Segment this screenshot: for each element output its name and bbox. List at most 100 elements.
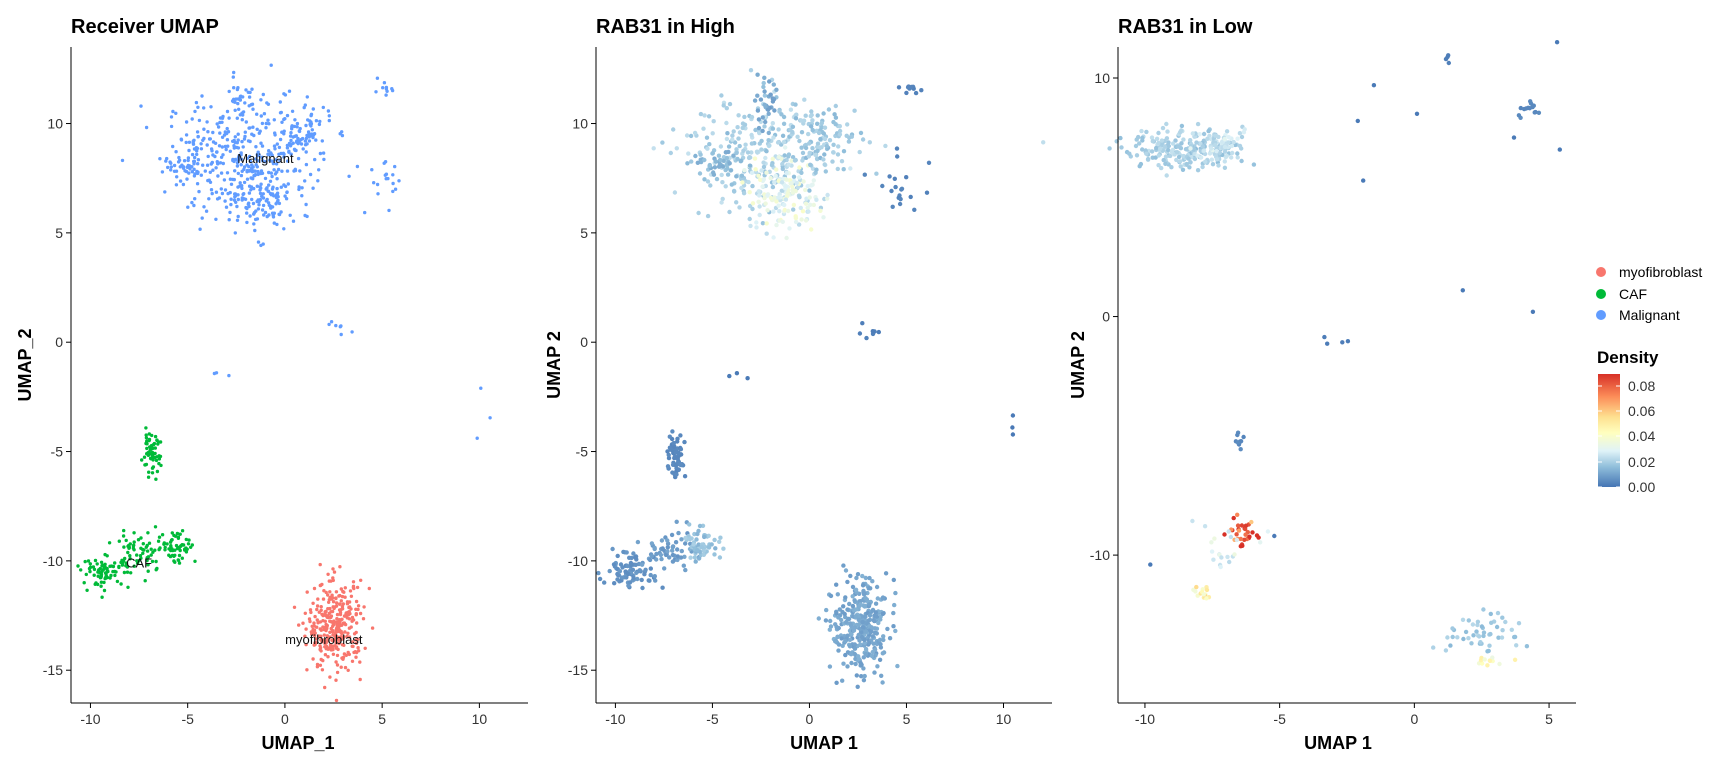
- data-point: [1496, 635, 1501, 640]
- data-point: [238, 181, 242, 185]
- data-point: [192, 159, 197, 164]
- data-point: [836, 144, 841, 149]
- data-point: [665, 549, 670, 554]
- data-point: [85, 588, 89, 592]
- data-point: [730, 137, 735, 142]
- data-point: [319, 605, 323, 609]
- data-point: [316, 179, 320, 183]
- data-point: [329, 620, 333, 624]
- data-point: [156, 539, 161, 543]
- data-point: [351, 584, 356, 588]
- data-point: [304, 627, 308, 631]
- data-point: [724, 106, 729, 111]
- data-point: [673, 463, 678, 468]
- data-point: [245, 220, 249, 225]
- data-point: [187, 140, 192, 144]
- data-point: [336, 629, 341, 634]
- data-point: [347, 610, 351, 614]
- data-point: [361, 617, 366, 621]
- data-point: [1206, 128, 1211, 134]
- data-point: [1222, 159, 1228, 164]
- data-point: [724, 155, 730, 161]
- data-point: [225, 131, 229, 136]
- data-point: [283, 117, 287, 121]
- data-point: [199, 147, 204, 151]
- data-point: [788, 107, 794, 112]
- data-point: [670, 548, 675, 553]
- data-point: [701, 126, 706, 131]
- data-point: [305, 668, 309, 672]
- data-point: [240, 139, 244, 144]
- data-point: [224, 147, 228, 152]
- data-point: [220, 116, 225, 120]
- data-point: [893, 590, 898, 596]
- data-point: [847, 628, 853, 633]
- data-point: [354, 630, 358, 635]
- data-point: [688, 133, 694, 139]
- data-point: [270, 174, 274, 179]
- data-point: [753, 167, 758, 172]
- data-point: [261, 159, 265, 163]
- data-point: [1198, 155, 1204, 160]
- data-point: [607, 568, 612, 574]
- data-point: [881, 634, 886, 639]
- data-point: [253, 217, 258, 222]
- data-point: [766, 111, 771, 117]
- data-point: [857, 331, 863, 336]
- data-point: [326, 109, 331, 113]
- data-point: [322, 157, 326, 162]
- data-point: [874, 584, 880, 590]
- data-point: [1512, 657, 1518, 662]
- data-point: [761, 164, 767, 170]
- data-point: [1163, 161, 1168, 166]
- data-point: [100, 595, 104, 599]
- data-point: [793, 116, 799, 121]
- colorbar-tick-label: 0.08: [1628, 378, 1655, 394]
- data-point: [315, 607, 319, 612]
- data-point: [326, 636, 330, 641]
- data-point: [712, 552, 717, 557]
- data-point: [397, 179, 401, 183]
- data-point: [729, 182, 734, 187]
- data-point: [384, 172, 389, 176]
- data-point: [754, 220, 759, 225]
- data-point: [1177, 159, 1183, 164]
- data-point: [238, 184, 242, 188]
- data-point: [1208, 136, 1214, 142]
- data-point: [317, 610, 321, 614]
- data-point: [839, 617, 844, 623]
- data-point: [1218, 564, 1223, 570]
- data-point: [689, 159, 694, 164]
- data-point: [335, 653, 340, 658]
- data-point: [747, 163, 753, 168]
- data-point: [682, 554, 687, 559]
- data-point: [624, 550, 629, 555]
- data-point: [850, 603, 856, 609]
- data-point: [216, 125, 221, 129]
- data-point: [795, 134, 800, 139]
- data-point: [370, 626, 375, 630]
- data-point: [821, 111, 826, 116]
- data-point: [852, 598, 857, 603]
- data-point: [863, 646, 869, 652]
- data-point: [315, 618, 319, 622]
- data-point: [642, 572, 647, 577]
- data-point: [219, 187, 223, 191]
- data-point: [341, 635, 346, 639]
- data-point: [742, 114, 747, 120]
- data-point: [144, 125, 149, 130]
- data-point: [132, 531, 136, 535]
- data-point: [712, 165, 718, 170]
- data-point: [786, 208, 791, 214]
- data-point: [184, 140, 188, 145]
- data-point: [241, 192, 245, 197]
- data-point: [255, 165, 259, 169]
- data-point: [683, 535, 688, 541]
- data-point: [351, 580, 356, 584]
- density-legend-title: Density: [1597, 348, 1659, 367]
- data-point: [764, 231, 769, 236]
- data-point: [1554, 40, 1560, 45]
- data-point: [185, 547, 189, 551]
- data-point: [1488, 631, 1493, 637]
- data-point: [88, 562, 93, 566]
